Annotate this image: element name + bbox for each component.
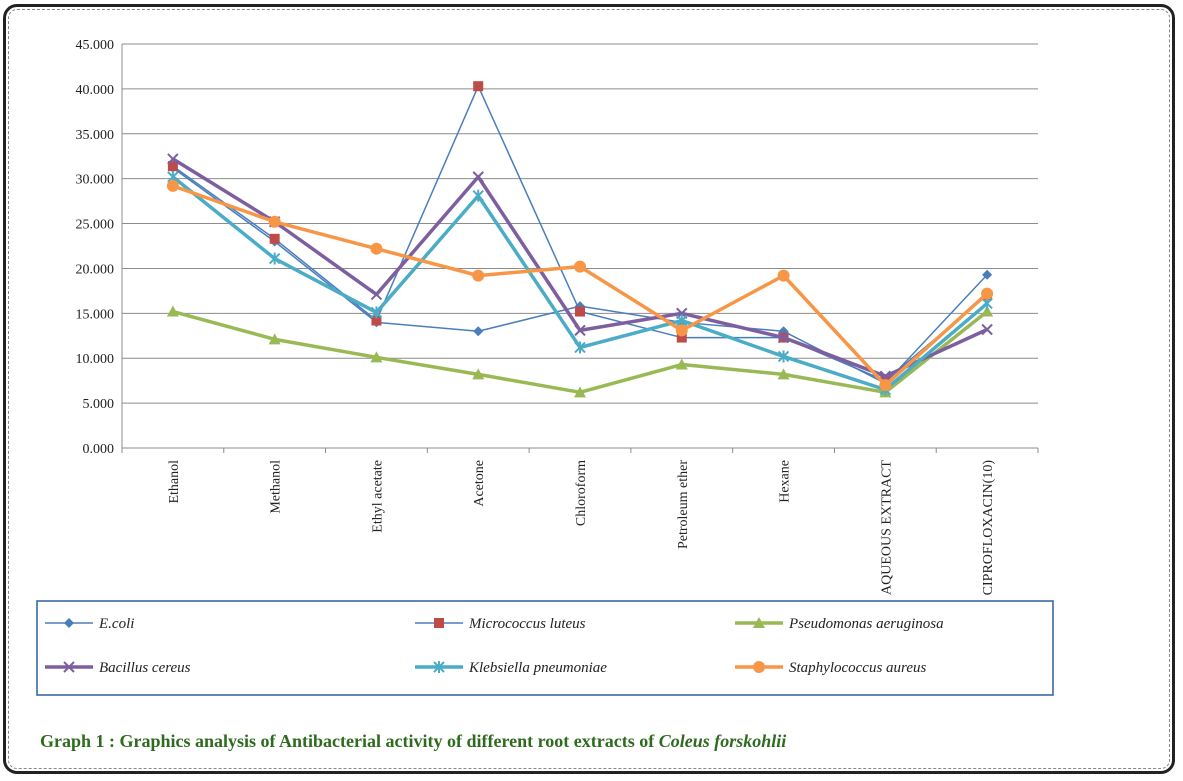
data-point-stroke (167, 153, 179, 165)
series-line (172, 85, 988, 382)
data-point (269, 233, 280, 244)
legend-label: Staphylococcus aureus (789, 660, 926, 676)
data-point-stroke (574, 324, 586, 337)
chart-frame (3, 4, 1175, 774)
x-tick-label: AQUEOUS EXTRACT (879, 460, 894, 595)
data-point (777, 368, 790, 380)
y-tick-label: 40.000 (76, 83, 115, 98)
data-point (473, 326, 484, 337)
legend: E.coli Micrococcus luteus Pseudomonas aeru… (45, 616, 944, 676)
axes: 0.000 5.000 10.000 15.000 20.000 25.000 30.000… (76, 38, 1039, 595)
data-point (370, 242, 383, 255)
data-point (753, 661, 765, 673)
legend-label: Bacillus cereus (99, 660, 191, 676)
y-tick-label: 45.000 (76, 38, 115, 53)
data-point (981, 305, 994, 317)
legend-item: Micrococcus luteus (415, 616, 586, 632)
data-point (370, 306, 383, 319)
y-tick-label: 10.000 (76, 352, 115, 367)
y-tick-label: 20.000 (76, 262, 115, 277)
data-point (371, 315, 382, 326)
data-point (472, 171, 484, 183)
data-point (268, 215, 281, 228)
data-point (574, 386, 586, 398)
data-point (166, 179, 179, 192)
legend-label: Micrococcus luteus (468, 616, 586, 632)
legend-item: E.coli (45, 616, 134, 632)
data-point (879, 379, 892, 392)
series-line (172, 184, 989, 387)
legend-box (36, 600, 1054, 696)
series-pseudomonas-aeruginosa (166, 305, 994, 398)
caption-species: Coleus forskohlii (658, 731, 787, 751)
data-point (575, 306, 585, 317)
x-tick-label: Ethyl acetate (370, 460, 385, 533)
data-point (574, 341, 586, 354)
y-tick-label: 5.000 (83, 397, 115, 412)
caption-text: Graph 1 : Graphics analysis of Antibacte… (40, 731, 659, 751)
series-staphylococcus-aureus (166, 179, 994, 392)
legend-label: Pseudomonas aeruginosa (788, 616, 944, 632)
data-point (574, 260, 586, 273)
data-point (675, 324, 688, 337)
data-point (472, 368, 485, 380)
y-tick-label: 35.000 (76, 128, 115, 143)
x-tick-label: Petroleum ether (676, 460, 691, 549)
x-tick-label: Methanol (269, 460, 284, 514)
legend-label: E.coli (98, 616, 134, 632)
data-point (63, 661, 75, 673)
data-point (574, 324, 586, 337)
data-point (433, 661, 445, 673)
series (166, 81, 994, 398)
data-point (981, 287, 994, 300)
data-point (434, 618, 444, 628)
data-point (268, 333, 281, 345)
data-point (370, 288, 383, 301)
data-point-stroke (370, 288, 383, 301)
legend-item: Bacillus cereus (45, 660, 191, 676)
data-point (777, 350, 790, 363)
data-point (472, 189, 484, 202)
legend-label: Klebsiella pneumoniae (468, 660, 607, 676)
data-point (167, 153, 179, 165)
data-point-stroke (472, 171, 484, 183)
data-point (64, 618, 74, 628)
y-tick-label: 30.000 (76, 173, 115, 188)
data-point (167, 161, 178, 172)
x-tick-label: Hexane (778, 460, 793, 503)
x-tick-label: Ethanol (167, 460, 182, 504)
series-klebsiella-pneumoniae (167, 170, 993, 396)
data-point (777, 269, 790, 282)
data-point (370, 351, 383, 363)
data-point (777, 331, 790, 344)
legend-item: Staphylococcus aureus (735, 660, 926, 676)
data-point (472, 269, 485, 282)
data-point (473, 81, 484, 92)
data-point-stroke (981, 323, 993, 336)
figure-caption: Graph 1 : Graphics analysis of Antibacte… (40, 731, 786, 752)
data-point (982, 269, 993, 280)
data-point (753, 617, 765, 628)
x-tick-label: CIPROFLOXACIN(10) (981, 460, 996, 596)
data-point-stroke (63, 661, 75, 673)
data-point (268, 252, 281, 265)
series-e-coli (167, 162, 993, 389)
legend-item: Klebsiella pneumoniae (415, 660, 607, 676)
x-tick-label: Chloroform (574, 460, 589, 526)
y-tick-label: 25.000 (76, 218, 115, 233)
y-tick-label: 15.000 (76, 307, 115, 322)
data-point (675, 358, 688, 370)
data-point (166, 305, 179, 317)
legend-item: Pseudomonas aeruginosa (735, 616, 944, 632)
data-point (676, 332, 687, 343)
data-point (981, 323, 993, 336)
data-point-stroke (777, 331, 790, 344)
x-tick-label: Acetone (472, 460, 487, 507)
y-tick-label: 0.000 (83, 442, 115, 457)
